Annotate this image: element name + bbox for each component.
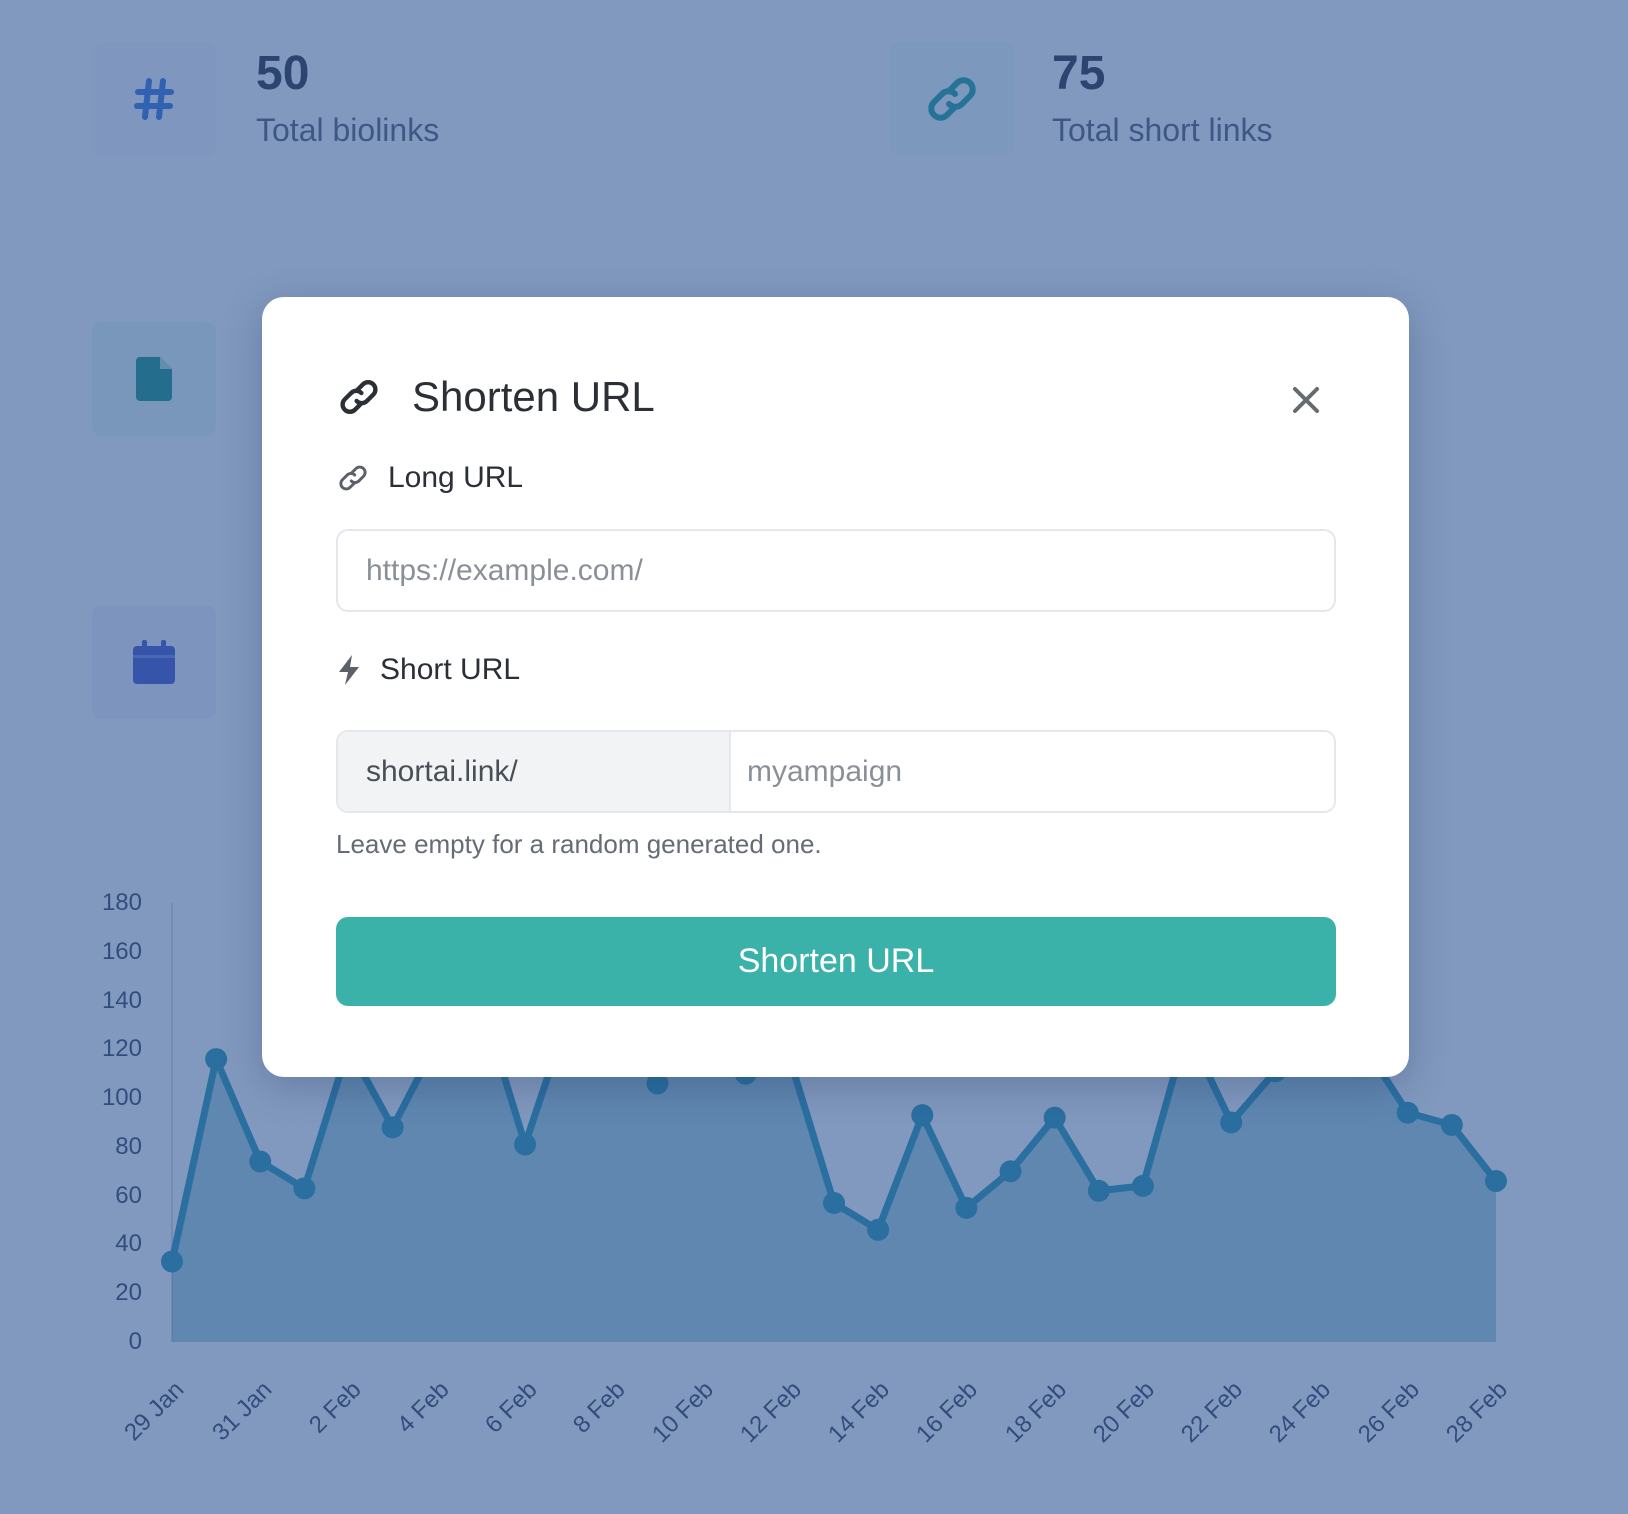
short-url-input-group: shortai.link/ bbox=[336, 730, 1336, 813]
short-url-label: Short URL bbox=[336, 653, 520, 687]
shorten-url-button[interactable]: Shorten URL bbox=[336, 917, 1336, 1006]
short-url-prefix: shortai.link/ bbox=[338, 732, 731, 811]
short-url-input[interactable] bbox=[731, 732, 1334, 811]
short-url-help-text: Leave empty for a random generated one. bbox=[336, 829, 822, 859]
close-button[interactable] bbox=[1289, 383, 1323, 417]
lightning-icon bbox=[339, 655, 359, 685]
link-icon bbox=[339, 465, 367, 491]
long-url-label: Long URL bbox=[336, 461, 523, 495]
long-url-input[interactable] bbox=[336, 529, 1336, 612]
modal-header: Shorten URL bbox=[336, 373, 655, 421]
modal-title: Shorten URL bbox=[412, 373, 655, 420]
link-icon bbox=[340, 380, 378, 414]
shorten-url-modal: Shorten URL Long URL Short URL bbox=[262, 297, 1409, 1077]
close-icon bbox=[1293, 387, 1319, 413]
